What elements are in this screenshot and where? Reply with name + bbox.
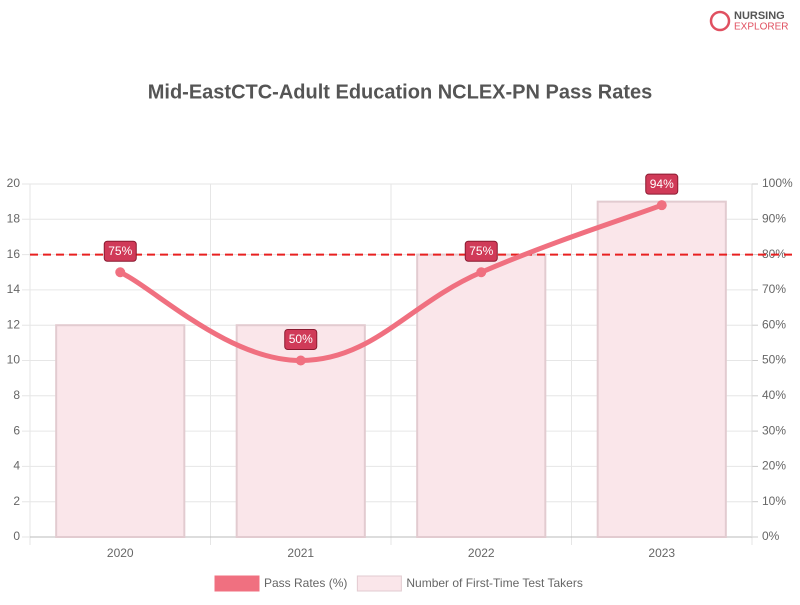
y2-tick-label: 70%: [762, 282, 786, 296]
data-label-box: [464, 240, 498, 262]
data-label: 75%: [469, 244, 493, 258]
y2-tick-label: 60%: [762, 317, 786, 331]
data-label: 75%: [108, 244, 132, 258]
data-label-box: [645, 173, 679, 195]
y-tick-label: 20: [7, 176, 21, 190]
logo-text: NURSING: [734, 10, 785, 22]
line-point: [476, 267, 487, 278]
logo-icon: [709, 10, 731, 32]
y2-tick-label: 90%: [762, 211, 786, 225]
logo-text: EXPLORER: [734, 22, 788, 33]
y2-tick-label: 0%: [762, 529, 780, 543]
y2-tick-label: 20%: [762, 459, 786, 473]
chart-title: Mid-EastCTC-Adult Education NCLEX-PN Pas…: [148, 81, 653, 103]
line-point: [295, 355, 306, 366]
data-label-box: [103, 240, 137, 262]
line-point: [115, 267, 126, 278]
y-tick-label: 0: [13, 529, 20, 543]
data-label-box: [284, 329, 318, 350]
line-point: [656, 200, 667, 211]
bar: [55, 324, 186, 539]
x-tick-label: 2022: [468, 546, 495, 560]
y-tick-label: 4: [13, 459, 20, 473]
legend-swatch: [214, 575, 260, 592]
logo: NURSING EXPLORER: [709, 10, 788, 33]
legend-label: Number of First-Time Test Takers: [406, 576, 582, 590]
y-tick-label: 16: [7, 247, 21, 261]
y2-tick-label: 30%: [762, 423, 786, 437]
y-tick-label: 12: [7, 317, 21, 331]
data-label: 50%: [289, 332, 313, 346]
y2-tick-label: 10%: [762, 494, 786, 508]
bar: [596, 200, 727, 538]
data-label: 94%: [650, 177, 674, 191]
y-tick-label: 2: [13, 494, 20, 508]
y-tick-label: 14: [7, 282, 21, 296]
legend-label: Pass Rates (%): [264, 576, 347, 590]
y2-tick-label: 100%: [762, 176, 793, 190]
line: [117, 202, 665, 364]
x-tick-label: 2023: [648, 546, 675, 560]
y2-tick-label: 40%: [762, 388, 786, 402]
y-tick-label: 18: [7, 211, 21, 225]
x-tick-label: 2020: [107, 546, 134, 560]
y-tick-label: 6: [13, 423, 20, 437]
y2-tick-label: 50%: [762, 353, 786, 367]
legend-swatch: [356, 575, 402, 592]
y-tick-label: 8: [13, 388, 20, 402]
x-tick-label: 2021: [287, 546, 314, 560]
y-tick-label: 10: [7, 353, 21, 367]
